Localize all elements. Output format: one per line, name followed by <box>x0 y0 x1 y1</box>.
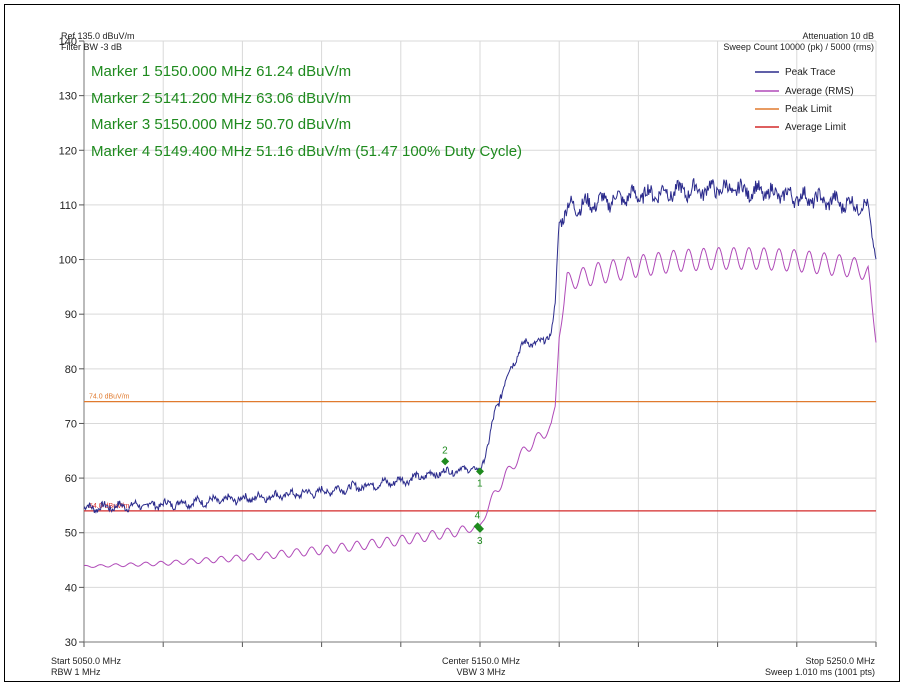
marker-readout-4: Marker 4 5149.400 MHz 51.16 dBuV/m (51.4… <box>91 143 522 160</box>
marker-2-diamond <box>441 457 450 466</box>
y-tick-label: 140 <box>59 36 77 48</box>
y-tick-label: 30 <box>65 637 77 649</box>
y-tick-label: 40 <box>65 582 77 594</box>
legend-label-peak: Peak Trace <box>785 67 836 78</box>
marker-2-label: 2 <box>442 445 448 456</box>
y-tick-label: 110 <box>59 200 77 212</box>
legend-label-avg-limit: Average Limit <box>785 122 846 133</box>
y-tick-label: 70 <box>65 418 77 430</box>
y-tick-label: 90 <box>65 309 77 321</box>
y-tick-label: 80 <box>65 364 77 376</box>
marker-readout-2: Marker 2 5141.200 MHz 63.06 dBuV/m <box>91 90 351 107</box>
y-tick-label: 130 <box>59 91 77 103</box>
y-axis: 30 40 50 60 70 80 90 100 110 120 130 140 <box>59 36 84 649</box>
sweep-count: Sweep Count 10000 (pk) / 5000 (rms) <box>723 42 874 52</box>
start-frequency: Start 5050.0 MHz <box>51 656 122 666</box>
markers: 1 2 3 4 <box>441 445 484 547</box>
rbw: RBW 1 MHz <box>51 667 101 677</box>
attenuation: Attenuation 10 dB <box>802 31 874 41</box>
y-tick-label: 50 <box>65 528 77 540</box>
y-tick-label: 60 <box>65 473 77 485</box>
limit-lines: 74.0 dBuV/m 54.0 dBuV/m <box>84 394 876 512</box>
marker-readout-3: Marker 3 5150.000 MHz 50.70 dBuV/m <box>91 116 351 133</box>
legend-label-peak-limit: Peak Limit <box>785 104 832 115</box>
limit-label: 74.0 dBuV/m <box>89 394 130 401</box>
spectrum-chart: 30 40 50 60 70 80 90 100 110 120 130 140 74.0 dBuV/… <box>51 31 877 677</box>
limit-label: 54.0 dBuV/m <box>89 503 130 510</box>
marker-4-label: 4 <box>475 510 481 521</box>
stop-frequency: Stop 5250.0 MHz <box>805 656 875 666</box>
filter-bw: Filter BW -3 dB <box>61 42 122 52</box>
legend: Peak Trace Average (RMS) Peak Limit Aver… <box>755 67 854 133</box>
y-tick-label: 120 <box>59 145 77 157</box>
marker-1-diamond <box>476 467 484 476</box>
marker-1-label: 1 <box>477 478 483 489</box>
legend-label-avg: Average (RMS) <box>785 86 854 97</box>
sweep-time: Sweep 1.010 ms (1001 pts) <box>765 667 875 677</box>
ref-level: Ref 135.0 dBuV/m <box>61 31 135 41</box>
y-tick-label: 100 <box>59 255 77 267</box>
marker-4-diamond <box>473 522 482 531</box>
center-frequency: Center 5150.0 MHz <box>442 656 521 666</box>
vbw: VBW 3 MHz <box>456 667 506 677</box>
spectrum-plot-frame: 30 40 50 60 70 80 90 100 110 120 130 140 74.0 dBuV/… <box>4 4 900 682</box>
marker-readout-1: Marker 1 5150.000 MHz 61.24 dBuV/m <box>91 63 351 80</box>
marker-3-label: 3 <box>477 536 483 547</box>
